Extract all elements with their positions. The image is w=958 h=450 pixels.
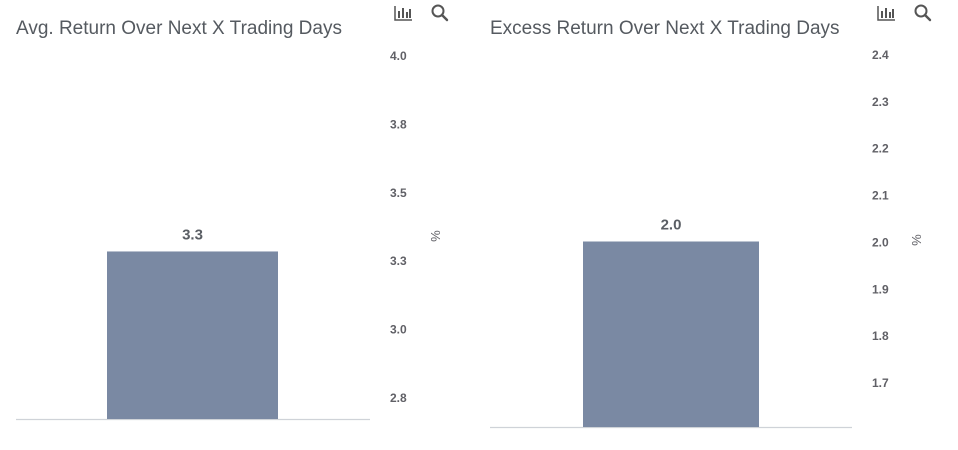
bar: [107, 251, 278, 419]
y-tick-label: 2.1: [872, 189, 889, 203]
y-tick-label: 3.3: [390, 254, 407, 268]
bar-chart-2: 2.0 2.4 2.3 2.2 2.1 2.0 1.9 1.8 1.7%: [490, 48, 924, 429]
y-tick-label: 4.0: [390, 49, 407, 63]
y-tick-label: 2.2: [872, 142, 889, 156]
y-tick-label: 1.8: [872, 329, 889, 343]
y-axis-unit-label: %: [909, 234, 924, 246]
chart-panel-avg-return: Avg. Return Over Next X Trading Days 3.3…: [0, 0, 470, 450]
bar: [583, 241, 759, 427]
y-tick-label: 3.8: [390, 117, 407, 131]
y-tick-label: 1.7: [872, 376, 889, 390]
y-tick-label: 1.9: [872, 282, 889, 296]
y-axis-unit-label: %: [428, 230, 443, 242]
search-icon[interactable]: [430, 4, 450, 22]
y-tick-label: 2.8: [390, 391, 407, 405]
y-tick-label: 2.4: [872, 48, 889, 62]
bar-chart-icon[interactable]: [876, 4, 896, 22]
data-label: 2.0: [661, 217, 682, 234]
y-tick-label: 2.0: [872, 235, 889, 249]
y-tick-label: 3.0: [390, 323, 407, 337]
chart-panel-excess-return: Excess Return Over Next X Trading Days 2…: [478, 0, 958, 450]
bar-chart-1: 3.3 4.0 3.8 3.5 3.3 3.0 2.8%: [16, 49, 443, 421]
bar-chart-icon[interactable]: [393, 4, 413, 22]
chart-title: Avg. Return Over Next X Trading Days: [16, 18, 342, 39]
chart-title: Excess Return Over Next X Trading Days: [490, 18, 840, 39]
data-label: 3.3: [182, 226, 203, 243]
search-icon[interactable]: [913, 4, 933, 22]
y-tick-label: 3.5: [390, 186, 407, 200]
y-tick-label: 2.3: [872, 95, 889, 109]
